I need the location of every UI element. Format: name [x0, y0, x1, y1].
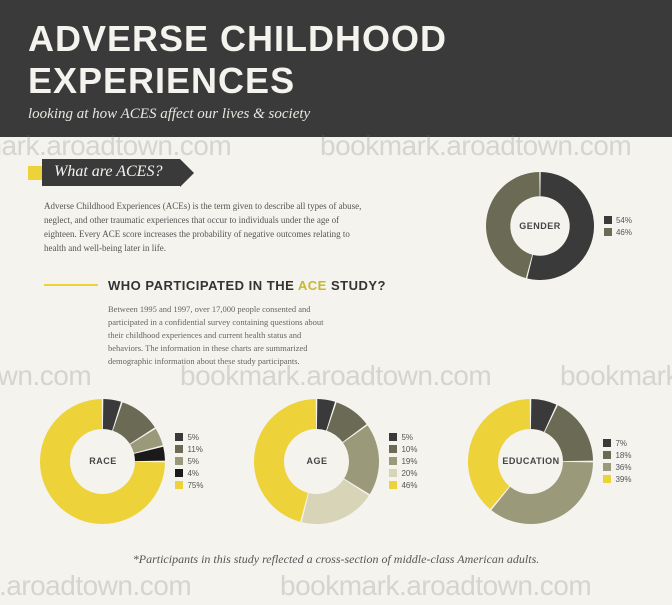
legend-label: 54% — [616, 216, 632, 225]
legend-swatch-icon — [175, 469, 183, 477]
age-donut: AGE — [254, 399, 379, 524]
legend-row: 46% — [389, 481, 417, 490]
legend-row: 46% — [604, 228, 632, 237]
section2-body: Between 1995 and 1997, over 17,000 peopl… — [108, 303, 332, 369]
race-chart-block: RACE 5% 11% 5% 4% 75% — [40, 399, 203, 524]
sub-title-pre: WHO PARTICIPATED IN THE — [108, 278, 298, 293]
race-legend: 5% 11% 5% 4% 75% — [175, 433, 203, 490]
legend-swatch-icon — [604, 216, 612, 224]
legend-label: 18% — [615, 451, 631, 460]
gender-label: GENDER — [519, 221, 561, 231]
sub-title-accent: ACE — [298, 278, 327, 293]
legend-swatch-icon — [603, 439, 611, 447]
page-title: ADVERSE CHILDHOOD EXPERIENCES — [28, 18, 644, 102]
legend-swatch-icon — [603, 475, 611, 483]
race-donut: RACE — [40, 399, 165, 524]
watermark-text: bookmark.aroadtown.com — [0, 570, 191, 602]
legend-row: 36% — [603, 463, 631, 472]
legend-row: 7% — [603, 439, 631, 448]
section-label: What are ACES? — [42, 159, 180, 186]
education-chart-block: EDUCATION 7% 18% 36% 39% — [468, 399, 631, 524]
legend-swatch-icon — [389, 457, 397, 465]
legend-row: 54% — [604, 216, 632, 225]
age-legend: 5% 10% 19% 20% 46% — [389, 433, 417, 490]
legend-row: 39% — [603, 475, 631, 484]
legend-swatch-icon — [603, 451, 611, 459]
accent-line-icon — [44, 284, 98, 286]
legend-row: 4% — [175, 469, 203, 478]
legend-swatch-icon — [175, 481, 183, 489]
legend-swatch-icon — [389, 433, 397, 441]
header: ADVERSE CHILDHOOD EXPERIENCES looking at… — [0, 0, 672, 137]
footnote: *Participants in this study reflected a … — [0, 552, 672, 567]
legend-label: 39% — [615, 475, 631, 484]
sub-title: WHO PARTICIPATED IN THE ACE STUDY? — [108, 278, 386, 293]
legend-label: 36% — [615, 463, 631, 472]
legend-row: 18% — [603, 451, 631, 460]
legend-row: 5% — [389, 433, 417, 442]
race-label: RACE — [89, 456, 117, 466]
legend-label: 46% — [616, 228, 632, 237]
legend-label: 5% — [187, 457, 199, 466]
legend-label: 4% — [187, 469, 199, 478]
legend-row: 5% — [175, 457, 203, 466]
age-label: AGE — [306, 456, 327, 466]
legend-swatch-icon — [175, 457, 183, 465]
legend-row: 75% — [175, 481, 203, 490]
legend-label: 46% — [401, 481, 417, 490]
legend-label: 5% — [401, 433, 413, 442]
legend-label: 20% — [401, 469, 417, 478]
legend-row: 19% — [389, 457, 417, 466]
donut-slice — [492, 462, 594, 524]
legend-row: 10% — [389, 445, 417, 454]
section-who-participated: WHO PARTICIPATED IN THE ACE STUDY? Betwe… — [44, 278, 672, 369]
legend-row: 20% — [389, 469, 417, 478]
legend-label: 75% — [187, 481, 203, 490]
legend-label: 11% — [187, 445, 202, 454]
gender-legend: 54%46% — [604, 216, 632, 237]
legend-row: 5% — [175, 433, 203, 442]
legend-swatch-icon — [175, 433, 183, 441]
watermark-text: bookmark.aroadtown.com — [280, 570, 591, 602]
legend-swatch-icon — [389, 481, 397, 489]
legend-row: 11% — [175, 445, 203, 454]
age-chart-block: AGE 5% 10% 19% 20% 46% — [254, 399, 417, 524]
page-subtitle: looking at how ACES affect our lives & s… — [28, 106, 644, 123]
legend-label: 5% — [187, 433, 199, 442]
legend-swatch-icon — [389, 445, 397, 453]
gender-donut: GENDER — [486, 172, 594, 280]
section1-body: Adverse Childhood Experiences (ACEs) is … — [44, 200, 372, 256]
legend-label: 19% — [401, 457, 417, 466]
legend-label: 10% — [401, 445, 417, 454]
gender-chart-block: GENDER 54%46% — [486, 172, 632, 280]
education-donut: EDUCATION — [468, 399, 593, 524]
education-label: EDUCATION — [502, 456, 559, 466]
legend-label: 7% — [615, 439, 627, 448]
legend-swatch-icon — [175, 445, 183, 453]
accent-square-icon — [28, 166, 42, 180]
education-legend: 7% 18% 36% 39% — [603, 439, 631, 484]
sub-title-post: STUDY? — [327, 278, 386, 293]
charts-row: RACE 5% 11% 5% 4% 75% AGE 5% 10% 19% 20% 46% EDU… — [0, 369, 672, 524]
legend-swatch-icon — [389, 469, 397, 477]
legend-swatch-icon — [603, 463, 611, 471]
legend-swatch-icon — [604, 228, 612, 236]
